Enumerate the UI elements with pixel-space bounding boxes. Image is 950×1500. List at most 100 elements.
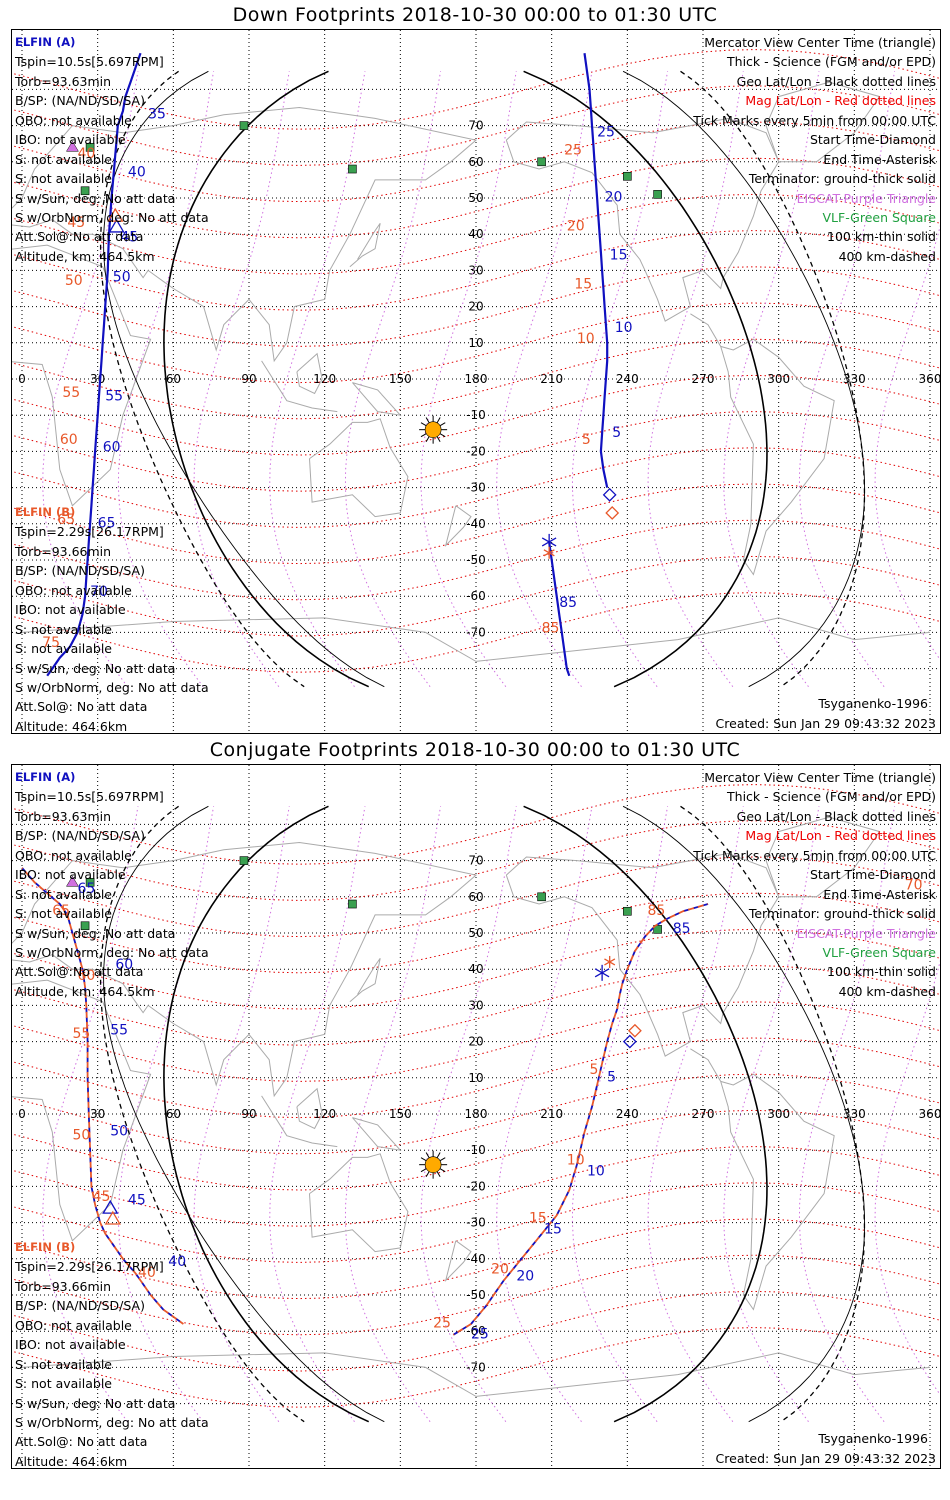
eiscat-site-marker xyxy=(66,140,79,152)
elfin-a-tick-label: 35 xyxy=(148,106,166,122)
sun-ray xyxy=(436,436,441,443)
sun-ray xyxy=(425,436,430,443)
coastline xyxy=(21,1352,931,1397)
elfin-a-track xyxy=(46,52,142,677)
coastline xyxy=(296,1087,323,1130)
elfin-b-tick-label: 15 xyxy=(529,1211,547,1227)
elfin-b-tick-label: 65 xyxy=(52,903,70,919)
legend-line: Altitude, km: 464.5km xyxy=(15,248,155,264)
created-timestamp: Created: Sun Jan 29 09:43:32 2023 xyxy=(715,716,936,731)
legend-elfin-a: ELFIN (A) Tspin=10.5s[5.697RPM] Torb=93.63… xyxy=(15,33,209,266)
terminator-100km-line xyxy=(103,805,385,1423)
coastline xyxy=(12,841,478,1098)
longitude-label: 30 xyxy=(90,1107,105,1121)
latitude-label: -40 xyxy=(466,1252,486,1266)
elfin-b-track xyxy=(452,903,709,1336)
elfin-b-tick-label: 60 xyxy=(77,968,95,984)
longitude-label: 90 xyxy=(241,372,256,386)
legend-line: 100 km-thin solid xyxy=(827,964,936,980)
elfin-a-tick-label: 5 xyxy=(612,425,621,441)
terminator-ground-line xyxy=(523,805,768,1423)
legend-line: S: not available xyxy=(15,171,112,187)
elfin-b-tick-label: 60 xyxy=(60,432,78,448)
latitude-label: 60 xyxy=(468,890,483,904)
sun-ray xyxy=(420,1168,427,1173)
conjugate-footprints-map: 0 30 60 90 120 150 180 210 240 270 300 330 360 70 60 50… xyxy=(11,764,941,1469)
elfin-a-tick-label: 10 xyxy=(587,1164,605,1180)
latitude-label: 30 xyxy=(468,998,483,1012)
longitude-label: 0 xyxy=(18,1107,26,1121)
latitude-label: 40 xyxy=(468,962,483,976)
terminator-400km-line xyxy=(680,70,866,688)
elfin-a-tick-label: 40 xyxy=(168,1254,186,1270)
legend-line: S: not available xyxy=(15,1376,112,1392)
latitude-label: -30 xyxy=(466,481,486,495)
elfin-a-tick-label: 85 xyxy=(673,921,691,937)
legend-line: Tick Marks every 5min from 00:00 UTC xyxy=(693,847,936,863)
start-time-diamond xyxy=(605,506,620,520)
legend-line: VLF-Green Square xyxy=(822,209,936,225)
sun-ray xyxy=(436,417,441,424)
legend-line: Terminator: ground-thick solid xyxy=(748,906,936,922)
map-canvas: 0 30 60 90 120 150 180 210 240 270 300 330 360706050… xyxy=(12,30,940,733)
legend-line: OBO: not available xyxy=(15,1317,132,1333)
elfin-a-track xyxy=(452,903,709,1336)
vlf-site-marker xyxy=(348,164,357,174)
center-time-triangle xyxy=(104,1210,121,1225)
longitude-label: 120 xyxy=(313,372,336,386)
longitude-label: 0 xyxy=(18,372,26,386)
end-time-asterisk xyxy=(541,537,557,547)
sun-ray xyxy=(425,1171,430,1178)
elfin-b-tick-label: 20 xyxy=(491,1261,509,1277)
legend-line: IBO: not available xyxy=(15,1337,126,1353)
legend-line: IBO: not available xyxy=(15,867,126,883)
coastline xyxy=(12,106,478,363)
legend-line: ELFIN (A) xyxy=(15,35,76,49)
legend-line: IBO: not available xyxy=(15,132,126,148)
vlf-site-marker xyxy=(85,143,95,152)
coastline xyxy=(349,223,381,268)
coastline xyxy=(261,360,338,413)
coastline xyxy=(261,1095,338,1148)
mag-longitude-line xyxy=(269,806,366,1422)
legend-line: Mag Lat/Lon - Red dotted lines xyxy=(745,93,936,109)
longitude-label: 240 xyxy=(616,372,639,386)
legend-line: Torb=93.63min xyxy=(15,808,112,824)
longitude-label: 60 xyxy=(166,372,181,386)
center-time-triangle xyxy=(102,1199,119,1214)
elfin-a-tick-label: 65 xyxy=(77,881,95,897)
elfin-a-track xyxy=(583,53,609,488)
mag-longitude-line xyxy=(647,71,744,687)
elfin-a-tick-label: 25 xyxy=(597,124,615,140)
coastline xyxy=(352,382,402,416)
latitude-label: -10 xyxy=(466,408,486,422)
eiscat-site-marker xyxy=(66,875,79,887)
coastline xyxy=(765,81,881,163)
longitude-label: 210 xyxy=(540,372,563,386)
terminator-ground-line xyxy=(523,70,768,688)
mag-longitude-line xyxy=(42,806,139,1422)
legend-line: 100 km-thin solid xyxy=(827,229,936,245)
coastline xyxy=(765,816,881,898)
legend-line: ELFIN (B) xyxy=(15,505,76,519)
elfin-b-tick-label: 20 xyxy=(567,219,585,235)
elfin-a-tick-label: 65 xyxy=(98,515,116,531)
sun-ray xyxy=(420,433,427,438)
mag-longitude-line xyxy=(798,71,896,687)
legend-line: Altitude: 464.6km xyxy=(15,1453,128,1469)
down-footprints-map: 0 30 60 90 120 150 180 210 240 270 300 330 360 70 60 50… xyxy=(11,29,941,734)
latitude-label: 70 xyxy=(468,119,483,133)
mag-longitude-line xyxy=(496,806,593,1422)
coastline xyxy=(296,352,323,395)
model-label: Tsyganenko-1996 xyxy=(818,1431,928,1446)
elfin-b-tick-label: 55 xyxy=(72,1026,90,1042)
vlf-site-marker xyxy=(80,186,90,196)
elfin-b-tick-label: 5 xyxy=(590,1062,599,1078)
mag-longitude-line xyxy=(344,71,442,687)
legend-line: B/SP: (NA/ND/SD/SA) xyxy=(15,93,145,109)
top-panel-title: Down Footprints 2018-10-30 00:00 to 01:3… xyxy=(232,4,718,26)
elfin-a-tick-label: 20 xyxy=(605,190,623,206)
sun-ray xyxy=(439,433,446,438)
elfin-b-tick-label: 45 xyxy=(93,1189,111,1205)
legend-line: Att.Sol@:No att data xyxy=(15,229,144,245)
